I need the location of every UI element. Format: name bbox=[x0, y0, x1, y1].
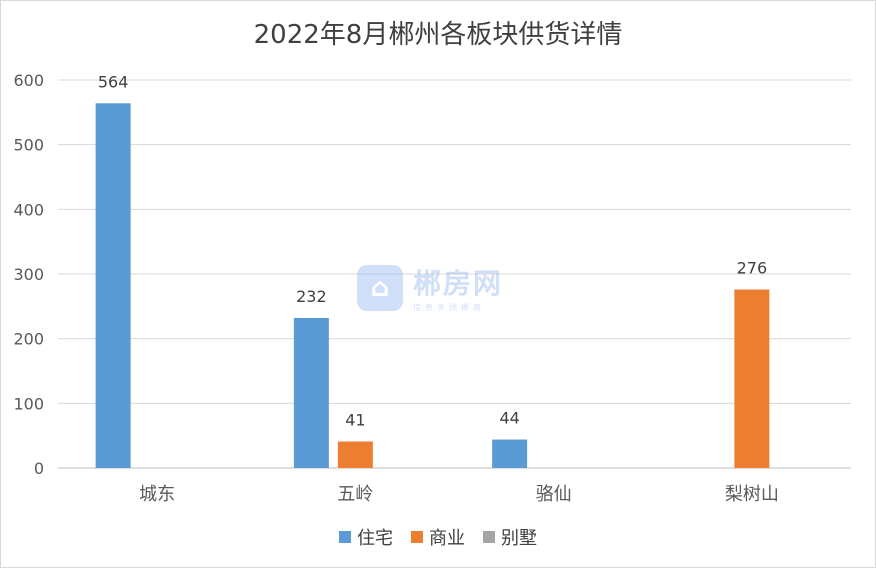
legend-item: 商业 bbox=[411, 524, 465, 550]
data-label: 564 bbox=[98, 72, 129, 91]
legend-item: 住宅 bbox=[339, 524, 393, 550]
bar bbox=[492, 439, 528, 468]
y-tick-label: 600 bbox=[13, 71, 44, 90]
legend-swatch bbox=[339, 531, 351, 543]
legend-item: 别墅 bbox=[483, 524, 537, 550]
chart-title: 2022年8月郴州各板块供货详情 bbox=[253, 20, 623, 50]
bar bbox=[293, 317, 329, 468]
y-tick-label: 0 bbox=[34, 459, 44, 478]
x-tick-label: 五岭 bbox=[337, 484, 373, 505]
x-tick-label: 骆仙 bbox=[536, 484, 572, 505]
watermark-tagline: 信息多找郴房 bbox=[413, 303, 485, 312]
x-tick-label: 梨树山 bbox=[725, 484, 779, 505]
y-tick-label: 300 bbox=[13, 265, 44, 284]
legend-swatch bbox=[411, 531, 423, 543]
bar bbox=[95, 103, 131, 468]
data-label: 232 bbox=[296, 287, 327, 306]
data-label: 41 bbox=[345, 410, 365, 429]
legend-label: 商业 bbox=[429, 528, 465, 549]
data-label: 276 bbox=[737, 259, 768, 278]
y-tick-label: 500 bbox=[13, 136, 44, 155]
watermark: ⌂ 郴房网 信息多找郴房 bbox=[357, 262, 503, 313]
y-tick-label: 100 bbox=[13, 394, 44, 413]
legend-label: 别墅 bbox=[501, 528, 537, 549]
legend-label: 住宅 bbox=[357, 528, 393, 549]
y-tick-label: 200 bbox=[13, 330, 44, 349]
bar bbox=[734, 289, 770, 468]
chart-legend: 住宅 商业 别墅 bbox=[0, 524, 876, 550]
house-logo-icon: ⌂ bbox=[357, 264, 403, 311]
watermark-name: 郴房网 bbox=[413, 267, 504, 300]
x-tick-label: 城东 bbox=[139, 484, 175, 505]
bar bbox=[337, 441, 373, 468]
data-label: 44 bbox=[499, 409, 519, 428]
legend-swatch bbox=[483, 531, 495, 543]
y-tick-label: 400 bbox=[13, 200, 44, 219]
